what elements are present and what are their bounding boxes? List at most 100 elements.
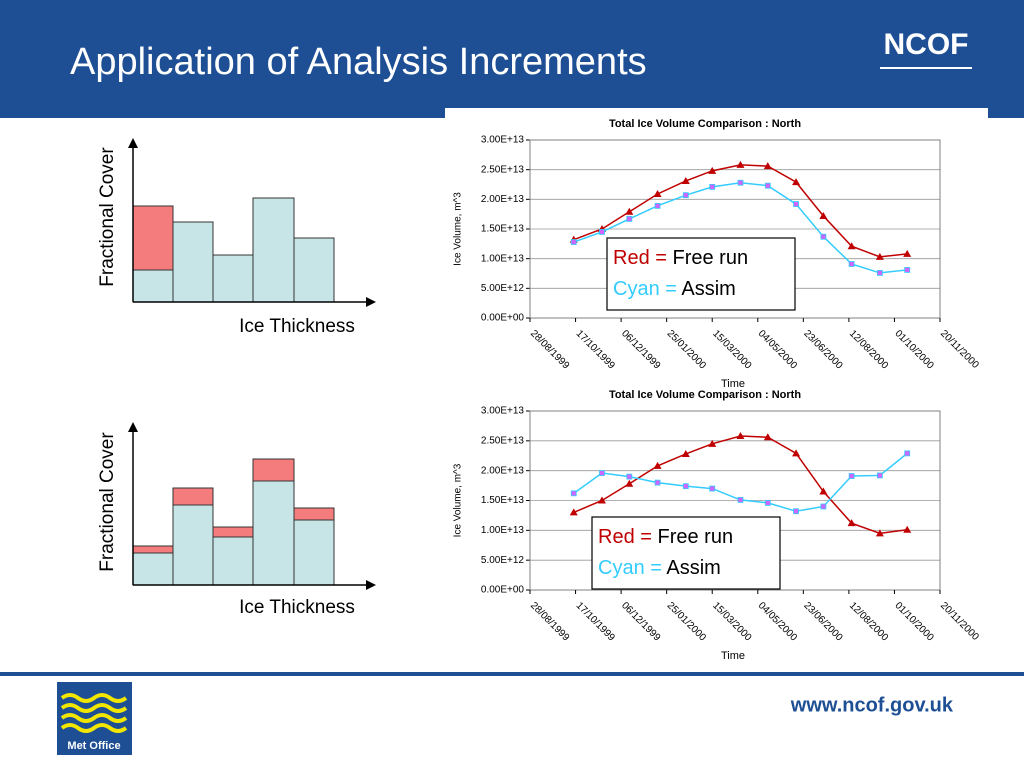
marker — [904, 450, 911, 457]
arrow — [128, 138, 138, 148]
marker — [737, 179, 744, 186]
marker — [709, 485, 716, 492]
y-tick-label: 3.00E+13 — [481, 135, 525, 146]
arrow — [128, 422, 138, 432]
legend-prefix: Red = — [598, 526, 652, 548]
marker — [653, 461, 662, 469]
legend-entry: Cyan = Assim — [598, 557, 721, 579]
marker — [903, 525, 912, 533]
axis-label: Fractional Cover — [97, 432, 118, 572]
marker — [599, 470, 605, 476]
cover-bar — [252, 480, 295, 586]
slide-title: Application of Analysis Increments — [70, 41, 647, 83]
marker — [792, 178, 801, 186]
increment-bar — [252, 458, 295, 482]
plot-border — [529, 410, 941, 591]
marker — [847, 242, 856, 250]
marker — [682, 483, 689, 490]
marker — [681, 176, 690, 184]
marker — [625, 479, 634, 487]
increment-bar — [172, 487, 214, 506]
marker — [597, 496, 606, 504]
marker — [904, 267, 911, 273]
marker — [654, 202, 661, 209]
marker — [736, 432, 745, 440]
increment-bar — [132, 545, 174, 554]
y-tick-label: 2.00E+13 — [481, 465, 525, 476]
marker — [820, 233, 827, 240]
legend-entry: Red = Free run — [613, 247, 748, 269]
marker — [763, 433, 772, 441]
axis-label: Ice Thickness — [239, 316, 355, 337]
marker — [764, 499, 771, 506]
marker — [819, 487, 828, 495]
chart-title: Total Ice Volume Comparison : North — [609, 118, 801, 130]
marker — [764, 182, 771, 189]
legend-entry: Cyan = Assim — [613, 278, 736, 300]
arrow — [366, 297, 376, 307]
y-axis-label: Ice Volume, m^3 — [453, 463, 464, 537]
legend-box — [606, 237, 796, 311]
y-tick-label: 2.50E+13 — [481, 164, 525, 175]
met-office-text: Met Office — [67, 740, 120, 752]
legend-name: Assim — [681, 278, 735, 300]
legend-prefix: Cyan = — [598, 557, 662, 579]
marker — [792, 449, 801, 457]
cover-bar — [293, 519, 335, 586]
y-tick-label: 1.00E+13 — [481, 525, 525, 536]
axis-label: Fractional Cover — [97, 147, 118, 287]
chart-title: Total Ice Volume Comparison : North — [609, 389, 801, 401]
cover-bar — [212, 254, 254, 303]
increment-bar — [132, 205, 174, 271]
increment-bar — [293, 507, 335, 521]
marker — [708, 439, 717, 447]
marker — [682, 192, 689, 199]
marker — [847, 519, 856, 527]
cover-bar — [293, 237, 335, 303]
y-tick-label: 5.00E+12 — [481, 555, 525, 566]
marker — [681, 449, 690, 457]
marker — [708, 166, 717, 174]
legend-prefix: Red = — [613, 247, 667, 269]
cover-bar — [172, 221, 214, 303]
plot-border — [529, 139, 941, 319]
marker — [625, 207, 634, 215]
marker — [569, 508, 578, 516]
diagram: Fractional Cover Ice Thickness — [97, 422, 376, 618]
y-tick-label: 3.00E+13 — [481, 406, 525, 417]
footer-url: www.ncof.gov.uk — [790, 694, 954, 716]
legend-name: Free run — [658, 526, 734, 548]
cover-bar — [172, 504, 214, 586]
logo-waves — [60, 693, 128, 733]
legend-name: Free run — [673, 247, 749, 269]
axis-label: Ice Thickness — [239, 597, 355, 618]
header-band — [0, 0, 1024, 118]
marker — [876, 472, 883, 479]
marker — [903, 249, 912, 257]
marker — [875, 529, 884, 537]
marker — [599, 229, 605, 235]
marker — [763, 162, 772, 170]
marker — [736, 160, 745, 168]
x-axis-label: Time — [721, 650, 745, 662]
cover-bar — [132, 552, 174, 586]
marker — [793, 201, 799, 207]
marker — [848, 473, 855, 479]
marker — [819, 211, 828, 219]
increment-bar — [212, 526, 254, 538]
marker — [875, 252, 884, 260]
legend-entry: Red = Free run — [598, 526, 733, 548]
y-tick-label: 2.50E+13 — [481, 435, 525, 446]
marker — [709, 183, 716, 190]
marker — [570, 490, 577, 497]
marker — [654, 479, 661, 486]
y-tick-label: 2.00E+13 — [481, 194, 525, 205]
marker — [820, 503, 827, 510]
ncof-logo: NCOF — [884, 28, 969, 61]
marker — [626, 473, 633, 480]
y-tick-label: 0.00E+00 — [481, 313, 525, 324]
y-tick-label: 0.00E+00 — [481, 585, 525, 596]
y-axis-label: Ice Volume, m^3 — [453, 192, 464, 266]
x-axis-label: Time — [721, 378, 745, 390]
